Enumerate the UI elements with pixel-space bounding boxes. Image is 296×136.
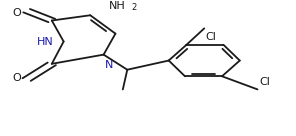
Text: N: N xyxy=(105,60,113,70)
Text: Cl: Cl xyxy=(259,77,270,87)
Text: NH: NH xyxy=(109,1,126,11)
Text: 2: 2 xyxy=(132,3,137,12)
Text: O: O xyxy=(12,8,21,18)
Text: Cl: Cl xyxy=(206,32,217,42)
Text: O: O xyxy=(12,73,21,83)
Text: HN: HN xyxy=(36,36,53,47)
